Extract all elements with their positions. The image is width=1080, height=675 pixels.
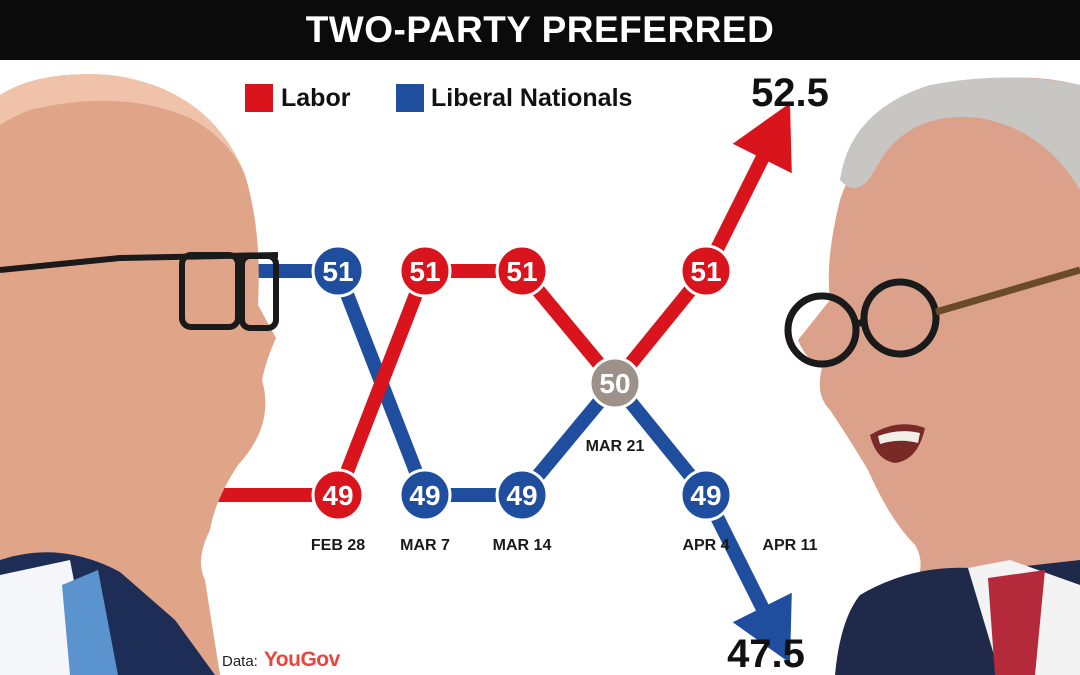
x-label-2: MAR 7 [400, 537, 450, 554]
marker-liberal-2 [398, 468, 452, 522]
data-label-labor-5: 51 [690, 256, 721, 287]
end-label-liberal: 47.5 [727, 632, 805, 675]
marker-liberal-5 [679, 468, 733, 522]
photo-right [784, 77, 1080, 675]
legend: Labor Liberal Nationals [245, 84, 632, 112]
series-lines [190, 151, 771, 615]
data-source: Data: YouGov [222, 648, 340, 672]
legend-label-liberal: Liberal Nationals [431, 84, 632, 112]
marker-liberal-3 [495, 468, 549, 522]
photos [0, 74, 1080, 675]
source-label: Data: [222, 653, 258, 670]
legend-swatch-liberal [396, 84, 424, 112]
photo-left [0, 74, 279, 675]
source-brand-logo: YouGov [263, 648, 340, 671]
data-label-liberal-1: 51 [322, 256, 353, 287]
data-label-liberal-5: 49 [690, 480, 721, 511]
x-label-4: MAR 21 [586, 438, 645, 455]
data-label-labor-2: 51 [409, 256, 440, 287]
x-label-1: FEB 28 [311, 537, 365, 554]
data-label-labor-3: 51 [506, 256, 537, 287]
end-labels: 52.5 47.5 [727, 71, 829, 675]
chart-title: TWO-PARTY PREFERRED [305, 9, 775, 50]
marker-labor-2 [398, 244, 452, 298]
data-label-liberal-2: 49 [409, 480, 440, 511]
trend-arrows [732, 103, 792, 663]
data-label-tie-4: 50 [599, 368, 630, 399]
x-label-5: APR 4 [682, 537, 729, 554]
marker-labor-5 [679, 244, 733, 298]
data-label-labor-1: 49 [322, 480, 353, 511]
data-label-liberal-3: 49 [506, 480, 537, 511]
marker-tie-4 [588, 356, 642, 410]
arrow-liberal [732, 592, 792, 663]
header-bar: TWO-PARTY PREFERRED [0, 0, 1080, 60]
x-label-6: APR 11 [762, 537, 817, 554]
legend-swatch-labor [245, 84, 273, 112]
marker-labor-1 [311, 468, 365, 522]
end-label-labor: 52.5 [751, 71, 829, 115]
marker-liberal-1 [311, 244, 365, 298]
marker-labor-3 [495, 244, 549, 298]
data-markers: 49 51 51 49 51 49 50 51 49 [311, 244, 733, 522]
legend-label-labor: Labor [281, 84, 351, 112]
arrow-labor [732, 103, 792, 174]
x-axis-labels: FEB 28 MAR 7 MAR 14 MAR 21 APR 4 APR 11 [311, 438, 818, 554]
x-label-3: MAR 14 [493, 537, 552, 554]
